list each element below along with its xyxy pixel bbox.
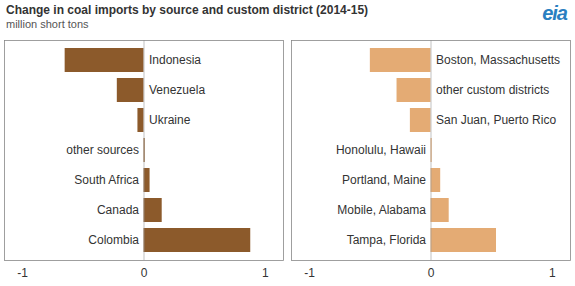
html-text:Change in coal imports by sour: Change in coal imports by source and cus… [6,3,369,17]
svg-text:Mobile, Alabama: Mobile, Alabama [337,203,426,217]
svg-text:Venezuela: Venezuela [149,83,205,97]
svg-text:0: 0 [428,266,435,280]
svg-text:1: 1 [549,266,556,280]
svg-text:Ukraine: Ukraine [149,113,191,127]
svg-text:0: 0 [141,266,148,280]
svg-text:1: 1 [262,266,269,280]
svg-text:other sources: other sources [66,143,139,157]
html-text:eia: eia [542,2,567,24]
svg-text:Colombia: Colombia [88,233,139,247]
svg-text:other custom districts: other custom districts [436,83,549,97]
svg-text:San Juan, Puerto Rico: San Juan, Puerto Rico [436,113,556,127]
svg-text:Portland, Maine: Portland, Maine [342,173,426,187]
svg-text:Indonesia: Indonesia [149,53,201,67]
svg-text:South Africa: South Africa [74,173,139,187]
svg-text:Canada: Canada [97,203,139,217]
svg-text:Honolulu, Hawaii: Honolulu, Hawaii [336,143,426,157]
svg-text:Boston, Massachusetts: Boston, Massachusetts [436,53,560,67]
svg-text:Tampa, Florida: Tampa, Florida [347,233,427,247]
svg-text:-1: -1 [17,266,28,280]
html-text:million short tons: million short tons [6,18,89,30]
svg-text:-1: -1 [304,266,315,280]
